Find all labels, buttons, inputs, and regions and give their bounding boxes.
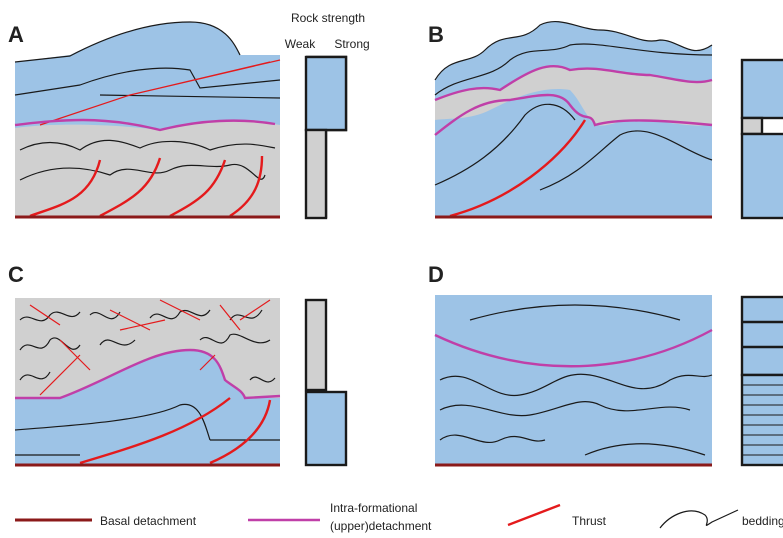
legend-label: Intra-formational [330,501,417,515]
strength-weak-label: Weak [285,37,316,51]
figure: A B C D Rock strength Weak Strong Basal … [0,0,783,538]
panel-label: D [428,262,444,287]
legend-label: Basal detachment [100,514,197,528]
panel-label: B [428,22,444,47]
legend-label: bedding [742,514,783,528]
strength-weak [306,130,326,218]
legend-label: Thrust [572,514,607,528]
legend: Basal detachment Intra-formational (uppe… [15,501,783,533]
panel-b [435,22,783,218]
panel-label: C [8,262,24,287]
panel-d [435,295,783,465]
legend-label: (upper)detachment [330,519,432,533]
weak-layer [15,115,280,218]
strength-strong [306,57,346,130]
panel-label: A [8,22,24,47]
strength-title: Rock strength [291,11,365,25]
panel-a [15,22,346,218]
strength-strong-label: Strong [334,37,369,51]
strong-layer [15,22,280,130]
panel-c [15,298,346,465]
